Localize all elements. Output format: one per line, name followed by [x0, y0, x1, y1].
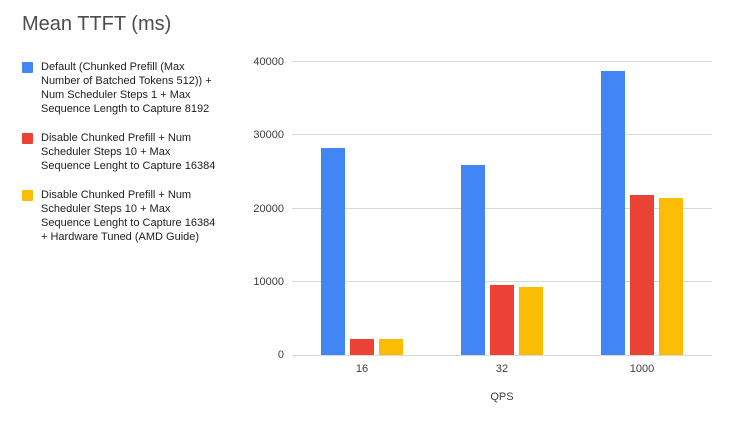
bar-group-1000	[572, 62, 712, 355]
bar[interactable]	[519, 286, 543, 355]
y-axis-tick-label: 10000	[253, 275, 284, 288]
legend-label: Default (Chunked Prefill (Max Number of …	[41, 61, 212, 115]
plot-region: 0 10000 20000 30000 40000 16 32 1000 QPS	[238, 55, 716, 420]
gridline	[292, 355, 712, 356]
bar[interactable]	[659, 197, 683, 355]
plot-area	[292, 61, 712, 356]
y-axis-tick-label: 40000	[253, 56, 284, 68]
gridline	[292, 134, 712, 136]
gridline	[292, 61, 712, 62]
bar[interactable]	[379, 338, 403, 355]
bar[interactable]	[630, 195, 654, 355]
bar[interactable]	[461, 164, 485, 355]
y-axis-tick-label: 0	[277, 349, 284, 361]
bar[interactable]	[321, 147, 345, 355]
gridline	[292, 280, 712, 282]
legend-label: Disable Chunked Prefill + Num Scheduler …	[41, 189, 216, 243]
y-axis-labels: 0 10000 20000 30000 40000	[238, 56, 284, 361]
legend-item[interactable]: Disable Chunked Prefill + Num Scheduler …	[22, 131, 216, 173]
y-axis-tick-label: 30000	[253, 129, 284, 142]
legend-swatch	[22, 190, 33, 201]
bar[interactable]	[601, 70, 625, 355]
x-axis-tick-label: 1000	[629, 363, 655, 375]
x-axis-tick-label: 32	[495, 363, 509, 375]
legend-item[interactable]: Disable Chunked Prefill + Num Scheduler …	[22, 188, 216, 244]
legend-item[interactable]: Default (Chunked Prefill (Max Number of …	[22, 60, 216, 116]
x-axis-labels: 16 32 1000	[292, 363, 712, 375]
bar-group-32	[432, 62, 572, 355]
legend-swatch	[22, 133, 33, 144]
legend-swatch	[22, 62, 33, 73]
legend-label: Disable Chunked Prefill + Num Scheduler …	[41, 132, 216, 172]
bar[interactable]	[490, 285, 514, 355]
y-axis-tick-label: 20000	[253, 202, 284, 215]
gridline	[292, 207, 712, 209]
x-axis-tick-label: 16	[355, 363, 369, 375]
bar[interactable]	[350, 338, 374, 355]
chart-title: Mean TTFT (ms)	[22, 13, 172, 35]
legend: Default (Chunked Prefill (Max Number of …	[22, 60, 216, 259]
bar-group-16	[292, 62, 432, 355]
x-axis-title: QPS	[490, 391, 514, 403]
